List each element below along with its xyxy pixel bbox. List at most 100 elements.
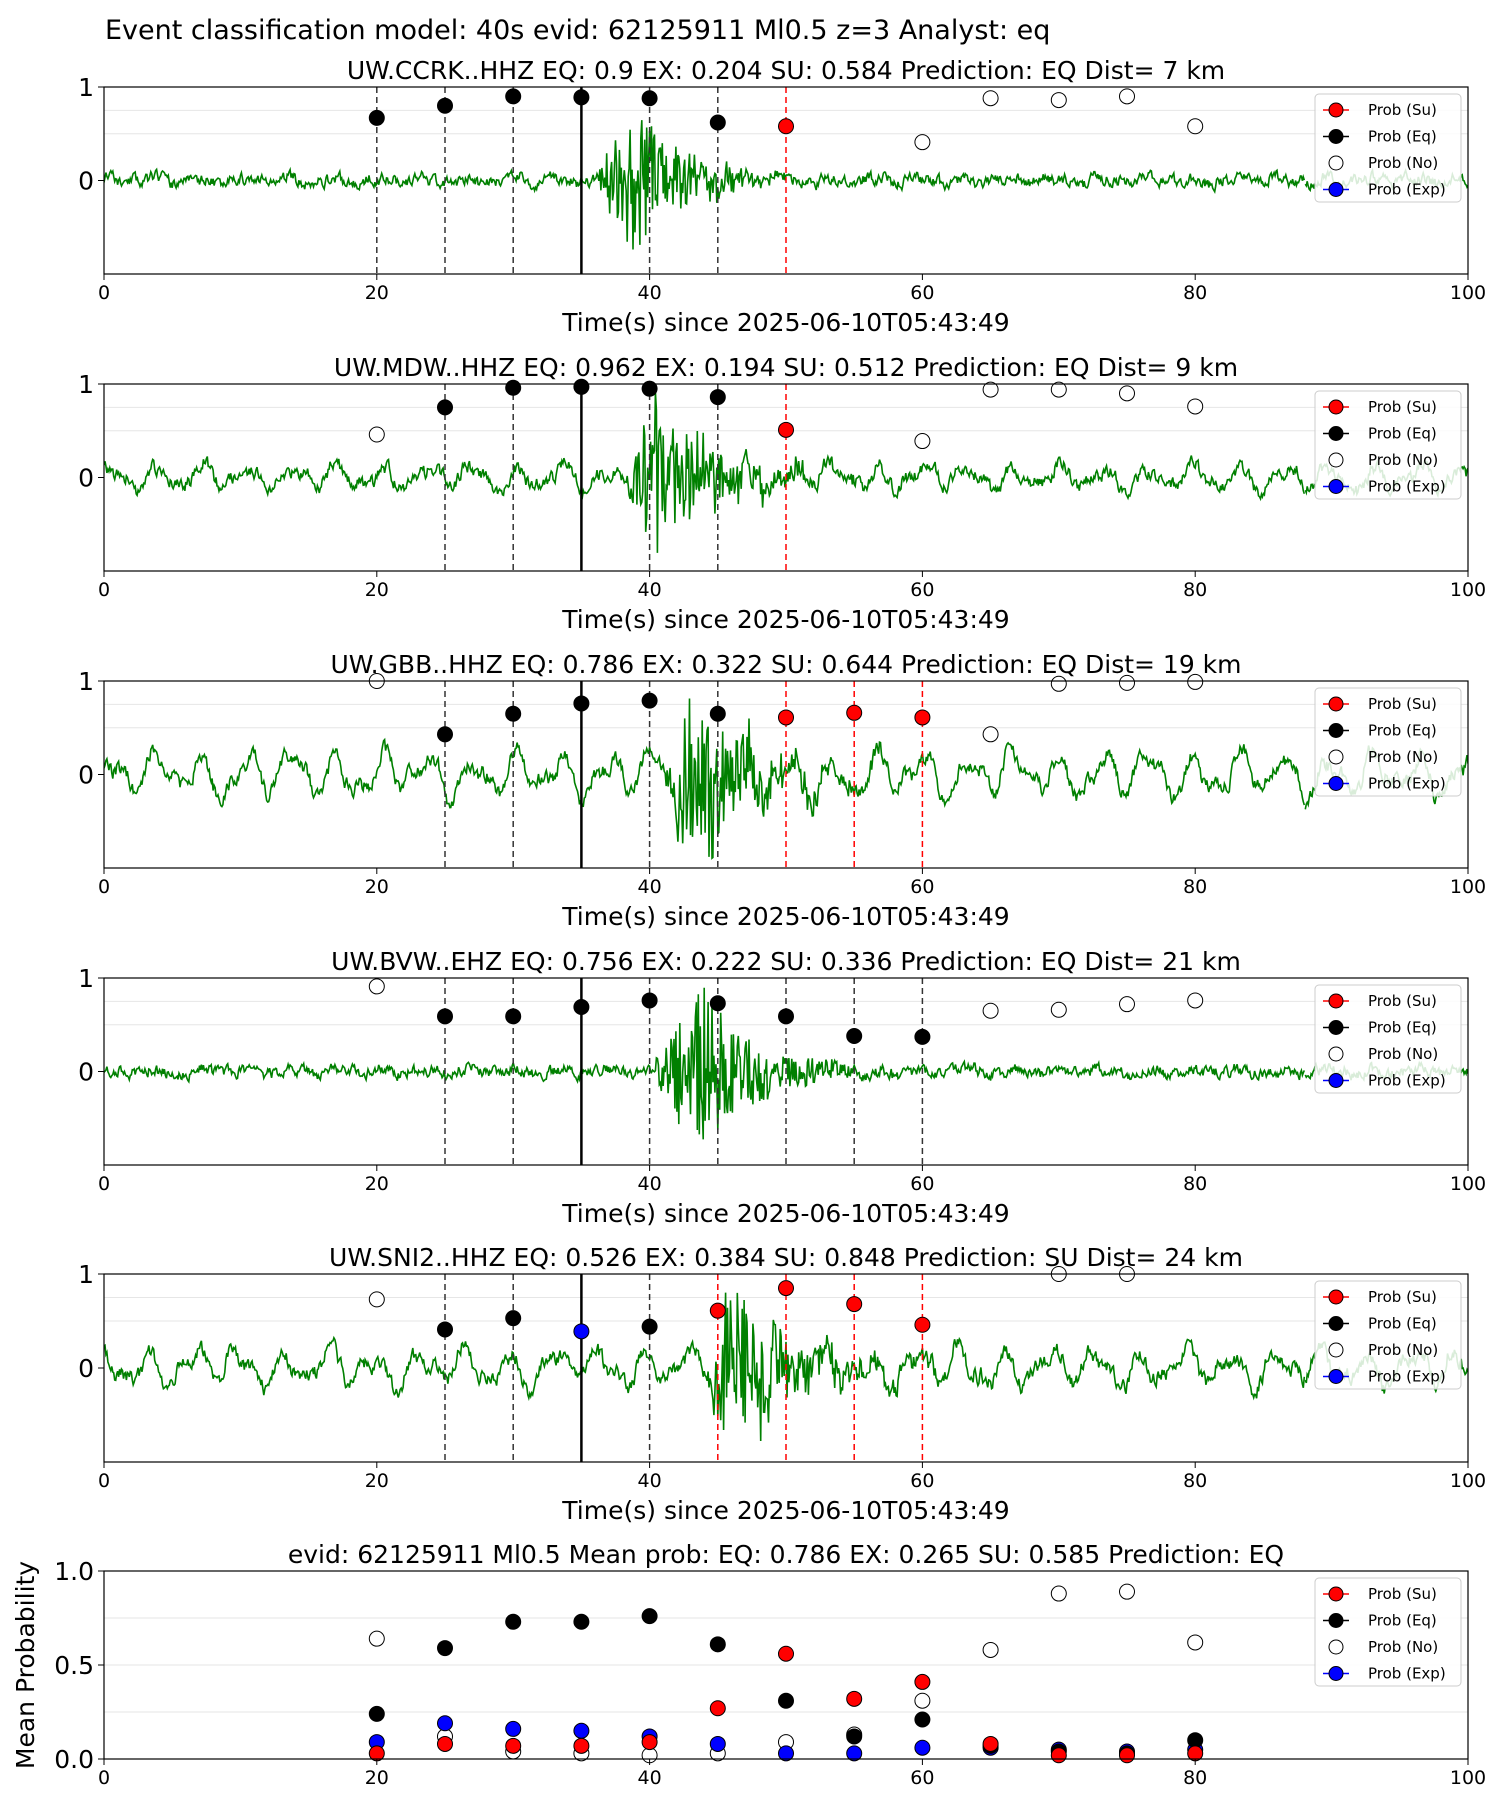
legend-marker-exp [1328, 479, 1344, 494]
point-su [709, 1700, 726, 1717]
legend: Prob (Su) Prob (Eq) Prob (No) Prob (Exp) [1314, 1577, 1462, 1687]
point-no [914, 134, 931, 151]
point-su [914, 1316, 931, 1333]
point-su [505, 1737, 522, 1754]
point-no [1187, 118, 1204, 135]
legend-label-su: Prob (Su) [1368, 101, 1437, 119]
point-su [982, 1735, 999, 1752]
point-su [573, 1737, 590, 1754]
x-tick-label: 80 [1183, 876, 1207, 898]
legend-frame [1314, 687, 1462, 797]
legend-label-exp: Prob (Exp) [1368, 478, 1446, 496]
x-tick-label: 0 [98, 1767, 110, 1789]
point-su [1050, 1747, 1067, 1764]
panel-1: UW.CCRK..HHZ EQ: 0.9 EX: 0.204 SU: 0.584… [78, 56, 1486, 337]
panel-3: UW.GBB..HHZ EQ: 0.786 EX: 0.322 SU: 0.64… [78, 650, 1486, 931]
point-eq [437, 97, 453, 114]
panel-4: UW.BVW..EHZ EQ: 0.756 EX: 0.222 SU: 0.33… [78, 947, 1486, 1228]
point-eq [573, 89, 590, 106]
legend-label-exp: Prob (Exp) [1368, 1368, 1446, 1386]
point-eq [505, 1310, 522, 1327]
panel-6: evid: 62125911 Ml0.5 Mean prob: EQ: 0.78… [11, 1540, 1486, 1789]
point-no [982, 1641, 999, 1658]
point-eq [437, 399, 453, 416]
legend-label-eq: Prob (Eq) [1368, 425, 1437, 443]
x-tick-label: 0 [98, 1173, 110, 1195]
point-eq [641, 992, 658, 1009]
legend-label-no: Prob (No) [1368, 1045, 1438, 1063]
x-tick-label: 100 [1450, 1470, 1486, 1492]
legend: Prob (Su) Prob (Eq) Prob (No) Prob (Exp) [1314, 687, 1462, 797]
point-su [914, 1673, 931, 1690]
point-eq [709, 114, 726, 131]
point-no [1050, 1001, 1067, 1018]
legend-marker-no [1328, 1639, 1344, 1655]
legend-frame [1314, 1280, 1462, 1390]
panel-title: UW.CCRK..HHZ EQ: 0.9 EX: 0.204 SU: 0.584… [347, 56, 1225, 85]
point-eq [914, 1028, 931, 1045]
point-no [1050, 92, 1067, 109]
point-no [1187, 992, 1204, 1009]
x-tick-label: 80 [1183, 1767, 1207, 1789]
legend-label-eq: Prob (Eq) [1368, 1315, 1437, 1333]
legend-label-su: Prob (Su) [1368, 695, 1437, 713]
legend-frame [1314, 390, 1462, 500]
point-eq [641, 692, 658, 709]
legend-label-no: Prob (No) [1368, 1341, 1438, 1359]
point-eq [641, 1318, 658, 1335]
legend-marker-exp [1328, 776, 1344, 791]
x-tick-label: 20 [365, 876, 389, 898]
point-eq [505, 88, 522, 105]
panel-title: evid: 62125911 Ml0.5 Mean prob: EQ: 0.78… [288, 1540, 1284, 1569]
point-eq [437, 1640, 453, 1657]
legend-marker-exp [1328, 1369, 1344, 1384]
point-no [1187, 1634, 1204, 1651]
x-tick-label: 20 [365, 579, 389, 601]
waveform-trace [104, 391, 1306, 553]
point-no [368, 1291, 385, 1308]
point-exp [709, 1735, 726, 1752]
point-su [778, 709, 794, 726]
legend-marker-eq [1328, 1020, 1344, 1035]
x-axis-label: Time(s) since 2025-06-10T05:43:49 [561, 1496, 1009, 1525]
y-tick-label: 0 [78, 1354, 94, 1383]
x-tick-label: 40 [638, 579, 662, 601]
point-su [846, 704, 863, 721]
point-exp [846, 1745, 863, 1762]
x-tick-label: 40 [638, 1767, 662, 1789]
legend: Prob (Su) Prob (Eq) Prob (No) Prob (Exp) [1314, 984, 1462, 1094]
legend-label-su: Prob (Su) [1368, 398, 1437, 416]
panel-title: UW.BVW..EHZ EQ: 0.756 EX: 0.222 SU: 0.33… [331, 947, 1241, 976]
legend-label-exp: Prob (Exp) [1368, 181, 1446, 199]
point-eq [709, 389, 726, 406]
legend-label-no: Prob (No) [1368, 154, 1438, 172]
legend-label-su: Prob (Su) [1368, 992, 1437, 1010]
panel-2: UW.MDW..HHZ EQ: 0.962 EX: 0.194 SU: 0.51… [78, 353, 1486, 634]
panel-5: UW.SNI2..HHZ EQ: 0.526 EX: 0.384 SU: 0.8… [78, 1243, 1486, 1525]
x-tick-label: 60 [910, 1173, 934, 1195]
point-eq [505, 1008, 522, 1025]
y-tick-label: 0 [78, 464, 94, 493]
legend-marker-exp [1328, 1073, 1344, 1088]
point-su [778, 1280, 794, 1297]
point-eq [437, 1321, 453, 1338]
x-axis-label: Time(s) since 2025-06-10T05:43:49 [561, 902, 1009, 931]
legend-marker-eq [1328, 426, 1344, 441]
y-tick-label: 0.5 [54, 1651, 94, 1680]
point-exp [778, 1745, 794, 1762]
point-no [1050, 381, 1067, 398]
x-tick-label: 40 [638, 282, 662, 304]
legend-label-exp: Prob (Exp) [1368, 1665, 1446, 1683]
point-su [846, 1690, 863, 1707]
point-exp [505, 1720, 522, 1737]
point-no [1119, 1583, 1135, 1600]
figure-title: Event classification model: 40s evid: 62… [105, 15, 1050, 46]
legend: Prob (Su) Prob (Eq) Prob (No) Prob (Exp) [1314, 93, 1462, 203]
legend-marker-no [1328, 452, 1344, 468]
point-su [437, 1735, 453, 1752]
point-exp [573, 1722, 590, 1739]
y-tick-label: 1 [78, 1260, 94, 1289]
panel-title: UW.MDW..HHZ EQ: 0.962 EX: 0.194 SU: 0.51… [334, 353, 1238, 382]
waveform-trace [104, 120, 1306, 250]
